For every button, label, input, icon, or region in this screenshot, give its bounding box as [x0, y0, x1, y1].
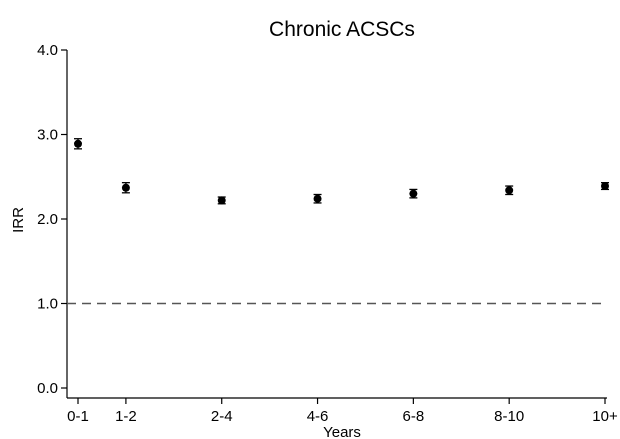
- chart-title: Chronic ACSCs: [269, 18, 415, 41]
- data-point: [601, 182, 609, 191]
- y-tick-label: 2.0: [37, 211, 58, 228]
- x-axis-label: Years: [323, 424, 361, 439]
- plot-area: [67, 138, 609, 305]
- x-tick-label: 6-8: [403, 408, 425, 425]
- data-point: [409, 189, 418, 198]
- x-tick-label: 8-10: [494, 408, 524, 425]
- x-tick-label: 2-4: [211, 408, 233, 425]
- y-tick-label: 0.0: [37, 380, 58, 397]
- data-point-group: [74, 138, 82, 150]
- axes: 0.0 1.0 2.0 3.0 4.0 0-1 1-2 2-4 4-6 6-8 8-10 10+: [37, 42, 618, 425]
- data-point: [313, 194, 322, 203]
- y-tick-label: 4.0: [37, 42, 58, 59]
- data-point-group: [121, 182, 130, 194]
- x-tick-label: 4-6: [307, 408, 329, 425]
- data-point-group: [313, 193, 322, 204]
- data-point: [74, 139, 82, 148]
- data-point-group: [601, 182, 609, 191]
- data-point: [217, 196, 226, 205]
- data-point-group: [217, 196, 226, 205]
- data-point: [121, 183, 130, 192]
- x-tick-label: 1-2: [115, 408, 137, 425]
- data-point-group: [409, 188, 418, 199]
- data-point-group: [505, 185, 514, 196]
- y-axis-label: IRR: [10, 207, 27, 233]
- y-tick-label: 3.0: [37, 127, 58, 144]
- data-point: [505, 186, 514, 195]
- x-tick-label: 10+: [592, 408, 618, 425]
- y-tick-label: 1.0: [37, 296, 58, 313]
- x-tick-label: 0-1: [67, 408, 89, 425]
